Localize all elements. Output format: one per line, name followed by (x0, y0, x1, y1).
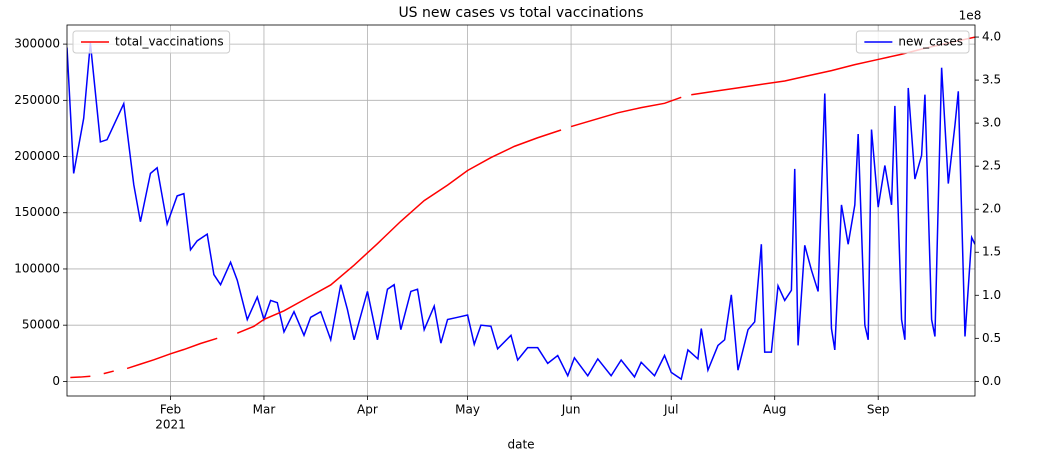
legend-label: total_vaccinations (115, 35, 224, 49)
legend: new_cases (855, 30, 970, 54)
y2-offset-text: 1e8 (959, 9, 982, 23)
y2-tick-label: 2.5 (982, 159, 1001, 173)
x-tick-label: Jul (663, 403, 678, 417)
legend-box (72, 30, 231, 54)
plot-frame (66, 24, 976, 397)
y-tick-label: 150000 (14, 205, 60, 219)
x-tick-label: Sep (867, 403, 890, 417)
y2-tick-label: 4.0 (982, 30, 1001, 44)
y2-tick-label: 1.0 (982, 288, 1001, 302)
data-line (67, 42, 975, 381)
x-year-label: 2021 (155, 418, 186, 432)
x-axis-label: date (507, 438, 534, 452)
y2-tick-label: 3.0 (982, 116, 1001, 130)
y-tick-label: 50000 (22, 318, 60, 332)
legend-label: new_cases (898, 35, 963, 49)
x-tick-label: Feb (160, 403, 181, 417)
y-tick-label: 100000 (14, 261, 60, 275)
x-tick-label: May (455, 403, 480, 417)
legend: total_vaccinations (72, 30, 231, 54)
y-tick-label: 300000 (14, 37, 60, 51)
y2-tick-label: 0.0 (982, 374, 1001, 388)
x-tick-label: Jun (561, 403, 581, 417)
x-tick-label: Mar (253, 403, 276, 417)
y-tick-label: 250000 (14, 93, 60, 107)
y2-tick-label: 2.0 (982, 202, 1001, 216)
y2-tick-label: 0.5 (982, 331, 1001, 345)
legend-box (855, 30, 970, 54)
y2-tick-label: 3.5 (982, 73, 1001, 87)
y2-tick-label: 1.5 (982, 245, 1001, 259)
data-line (70, 36, 975, 379)
y-tick-label: 200000 (14, 149, 60, 163)
x-tick-label: Aug (763, 403, 786, 417)
chart-title: US new cases vs total vaccinations (398, 5, 643, 21)
y-tick-label: 0 (52, 374, 60, 388)
x-tick-label: Apr (357, 403, 378, 417)
